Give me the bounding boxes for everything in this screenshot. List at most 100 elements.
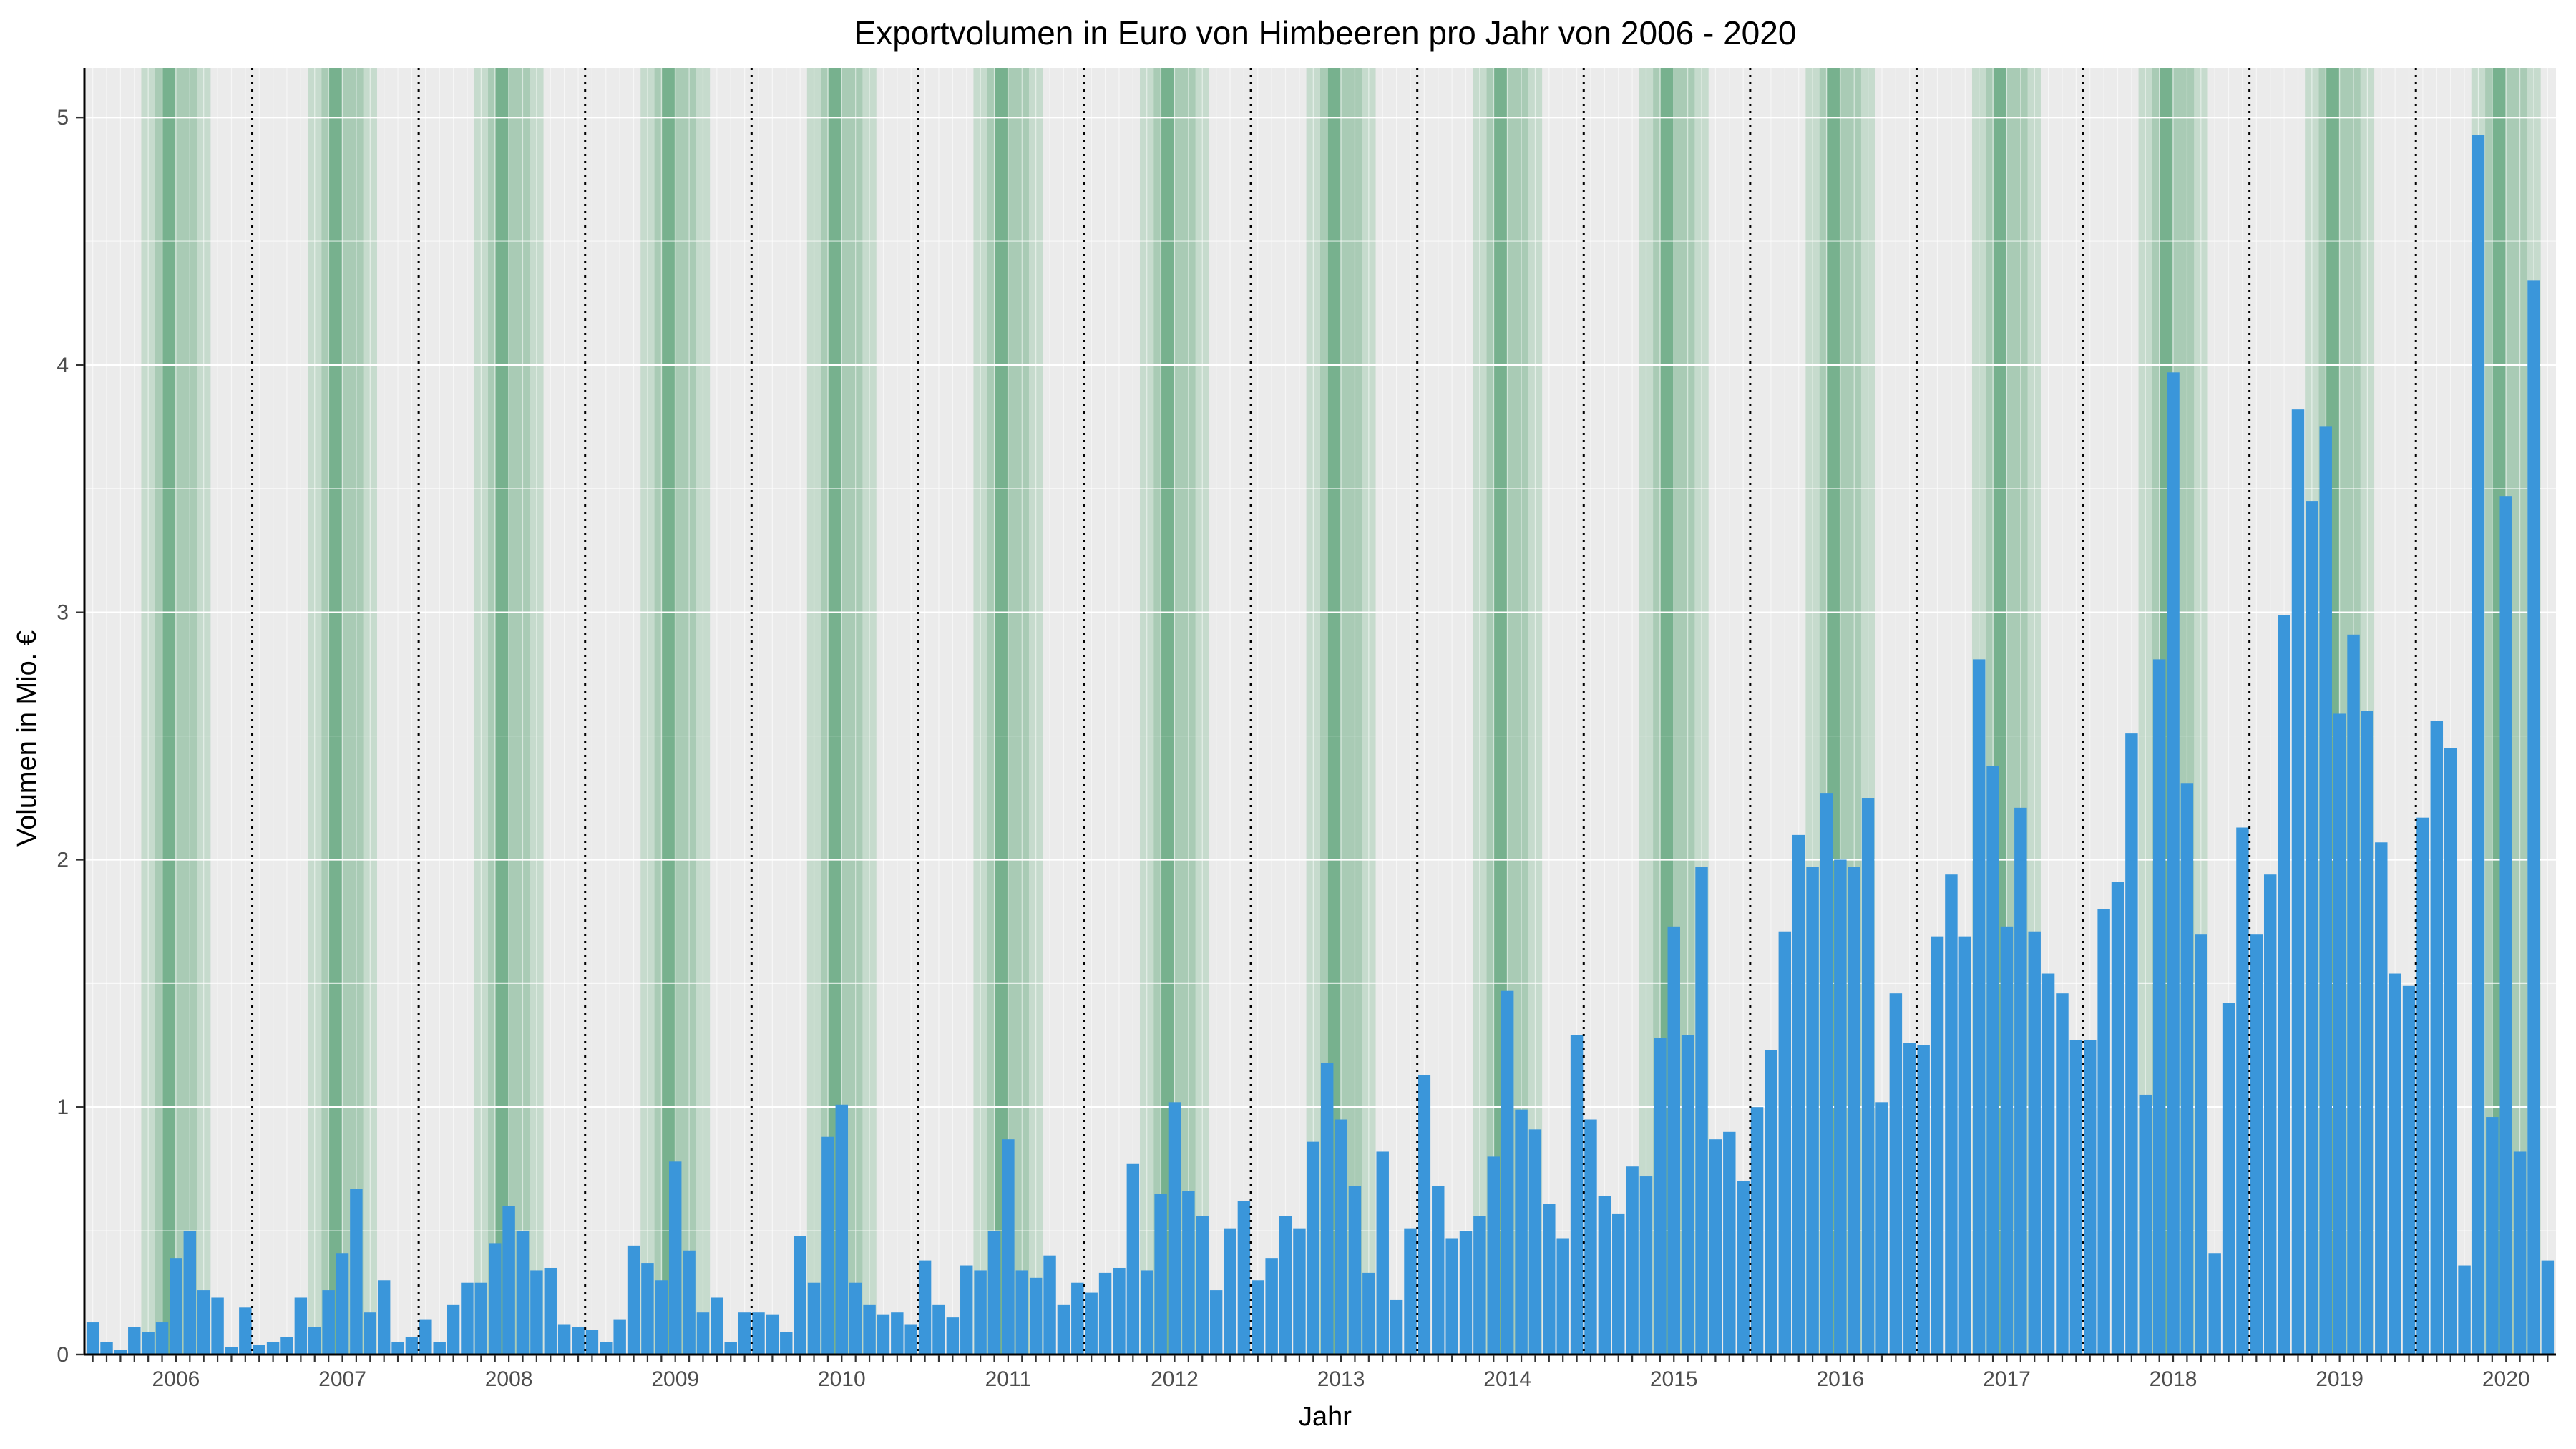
x-tick-label: 2011: [985, 1367, 1032, 1391]
bar: [1140, 1270, 1153, 1355]
bar: [987, 1231, 1001, 1355]
bar: [696, 1312, 710, 1355]
bar: [2333, 713, 2346, 1355]
bar: [266, 1342, 280, 1355]
bar: [1612, 1213, 1625, 1355]
bar: [2167, 372, 2180, 1355]
bar: [1126, 1163, 1140, 1355]
bar: [1709, 1139, 1722, 1355]
bar: [239, 1307, 252, 1355]
bar: [794, 1236, 806, 1355]
bar: [1043, 1255, 1056, 1355]
bar: [170, 1258, 182, 1355]
bar: [572, 1327, 585, 1355]
bar: [2416, 817, 2429, 1355]
bar: [2306, 501, 2318, 1355]
y-tick-label: 4: [57, 353, 69, 377]
bar: [1875, 1102, 1888, 1355]
bar: [918, 1260, 932, 1355]
x-tick-label: 2014: [1483, 1367, 1531, 1391]
season-band: [329, 68, 342, 1355]
bar: [1418, 1075, 1431, 1355]
bar: [1570, 1035, 1584, 1355]
bar: [489, 1243, 502, 1355]
season-band: [495, 68, 509, 1355]
bar: [1958, 936, 1972, 1355]
chart-title: Exportvolumen in Euro von Himbeeren pro …: [854, 14, 1797, 52]
season-band: [995, 68, 1008, 1355]
bar: [433, 1342, 446, 1355]
bar: [2084, 1040, 2097, 1355]
bar: [1750, 1107, 1764, 1355]
bar: [2513, 1151, 2527, 1355]
bar: [849, 1282, 862, 1355]
bar: [600, 1342, 613, 1355]
bar: [322, 1290, 335, 1355]
bar: [627, 1245, 640, 1355]
bar: [1528, 1129, 1542, 1355]
bar: [1154, 1194, 1167, 1355]
bar: [2208, 1253, 2221, 1355]
y-tick-label: 2: [57, 848, 69, 872]
bar: [668, 1161, 682, 1355]
bar: [1626, 1166, 1639, 1355]
bar: [1098, 1272, 1112, 1355]
bar: [1376, 1151, 1389, 1355]
bar: [1695, 867, 1708, 1355]
bar: [2402, 985, 2416, 1355]
bar: [2195, 934, 2207, 1355]
bar: [1237, 1201, 1251, 1355]
x-axis-title: Jahr: [1299, 1402, 1352, 1432]
bar: [2319, 426, 2332, 1355]
x-tick-label: 2007: [318, 1367, 366, 1391]
bar: [1487, 1156, 1501, 1355]
bar: [1945, 874, 1958, 1355]
bar: [405, 1337, 419, 1355]
bar: [1307, 1141, 1320, 1355]
bar: [1903, 1043, 1916, 1355]
bar: [1209, 1290, 1223, 1355]
bar: [308, 1327, 321, 1355]
bar: [1584, 1119, 1597, 1355]
bar: [1057, 1304, 1070, 1355]
bar: [1432, 1186, 1445, 1355]
bar: [1029, 1277, 1043, 1355]
bar: [280, 1337, 293, 1355]
bar: [1917, 1045, 1930, 1355]
bar: [724, 1342, 737, 1355]
x-tick-label: 2006: [152, 1367, 200, 1391]
bar: [807, 1282, 821, 1355]
bar: [100, 1342, 113, 1355]
bar: [1085, 1292, 1098, 1355]
bar: [474, 1282, 488, 1355]
bar: [1889, 993, 1903, 1355]
bar: [2541, 1260, 2555, 1355]
axes: 0 1 2 3 4 5 2006 2007 2008 2009 2010 2011 2012 2013 20…: [57, 68, 2556, 1391]
bar: [1931, 936, 1944, 1355]
x-tick-label: 2018: [2150, 1367, 2197, 1391]
bar: [2041, 973, 2055, 1355]
bar: [2361, 711, 2374, 1355]
bar: [738, 1312, 751, 1355]
bar: [1182, 1191, 1195, 1355]
bar: [1848, 867, 1860, 1355]
bar: [1404, 1228, 1417, 1355]
bar: [1390, 1299, 1403, 1355]
bar: [2000, 926, 2014, 1355]
bar: [86, 1322, 99, 1355]
bar: [1252, 1280, 1264, 1355]
x-tick-label: 2015: [1650, 1367, 1698, 1391]
bar: [2375, 842, 2388, 1355]
x-tick-label: 2010: [818, 1367, 866, 1391]
bar: [1113, 1267, 1126, 1355]
bar: [364, 1312, 377, 1355]
bar: [461, 1282, 474, 1355]
x-tick-label: 2013: [1317, 1367, 1365, 1391]
bar: [946, 1317, 960, 1355]
bar: [2499, 496, 2512, 1355]
bar: [711, 1297, 723, 1355]
bar: [2014, 807, 2027, 1355]
bar: [683, 1250, 696, 1355]
bar: [1834, 859, 1847, 1355]
bar: [1778, 931, 1792, 1355]
